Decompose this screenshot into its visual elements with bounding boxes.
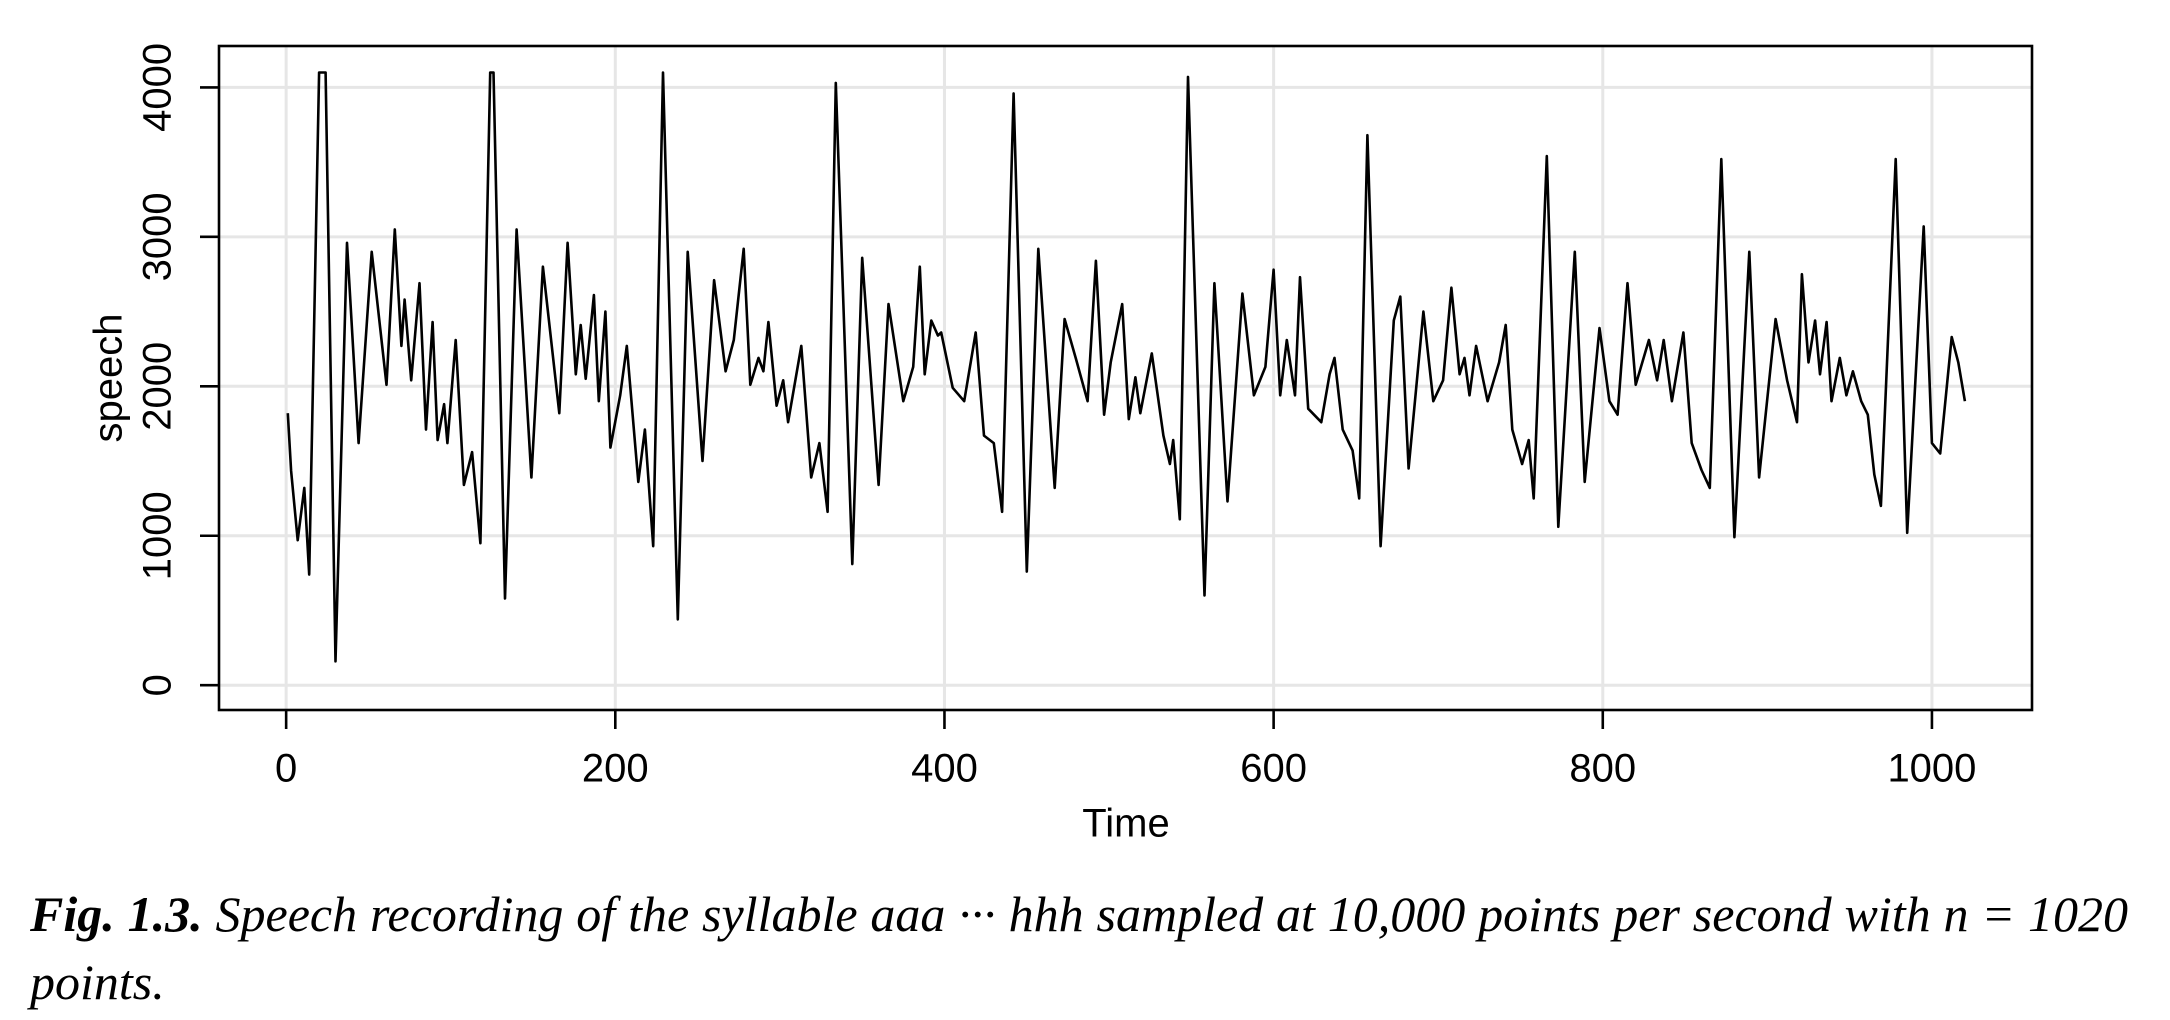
caption: Fig. 1.3. Speech recording of the syllab… [30,880,2128,1016]
y-tick-label: 4000 [136,43,180,132]
y-axis-label: speech [87,314,131,443]
data-line [286,71,1967,663]
y-tick-label: 2000 [136,342,180,431]
x-tick-label: 200 [582,747,649,791]
caption-text: Speech recording of the syllable aaa ···… [30,886,2129,1010]
x-axis-label: Time [1082,802,1169,846]
chart: Time speech 0 200 400 600 800 1000 0 1000 2000 30… [87,43,2034,846]
y-tick-label: 3000 [136,192,180,281]
caption-label: Fig. 1.3. [30,886,203,942]
x-tick-label: 0 [275,747,297,791]
x-tick-label: 400 [911,747,978,791]
y-tick-label: 0 [136,674,180,696]
plot-frame [217,44,2034,712]
y-tick-label: 1000 [136,491,180,580]
x-tick-label: 600 [1240,747,1307,791]
x-tick-label: 800 [1569,747,1636,791]
x-tick-label: 1000 [1887,747,1976,791]
